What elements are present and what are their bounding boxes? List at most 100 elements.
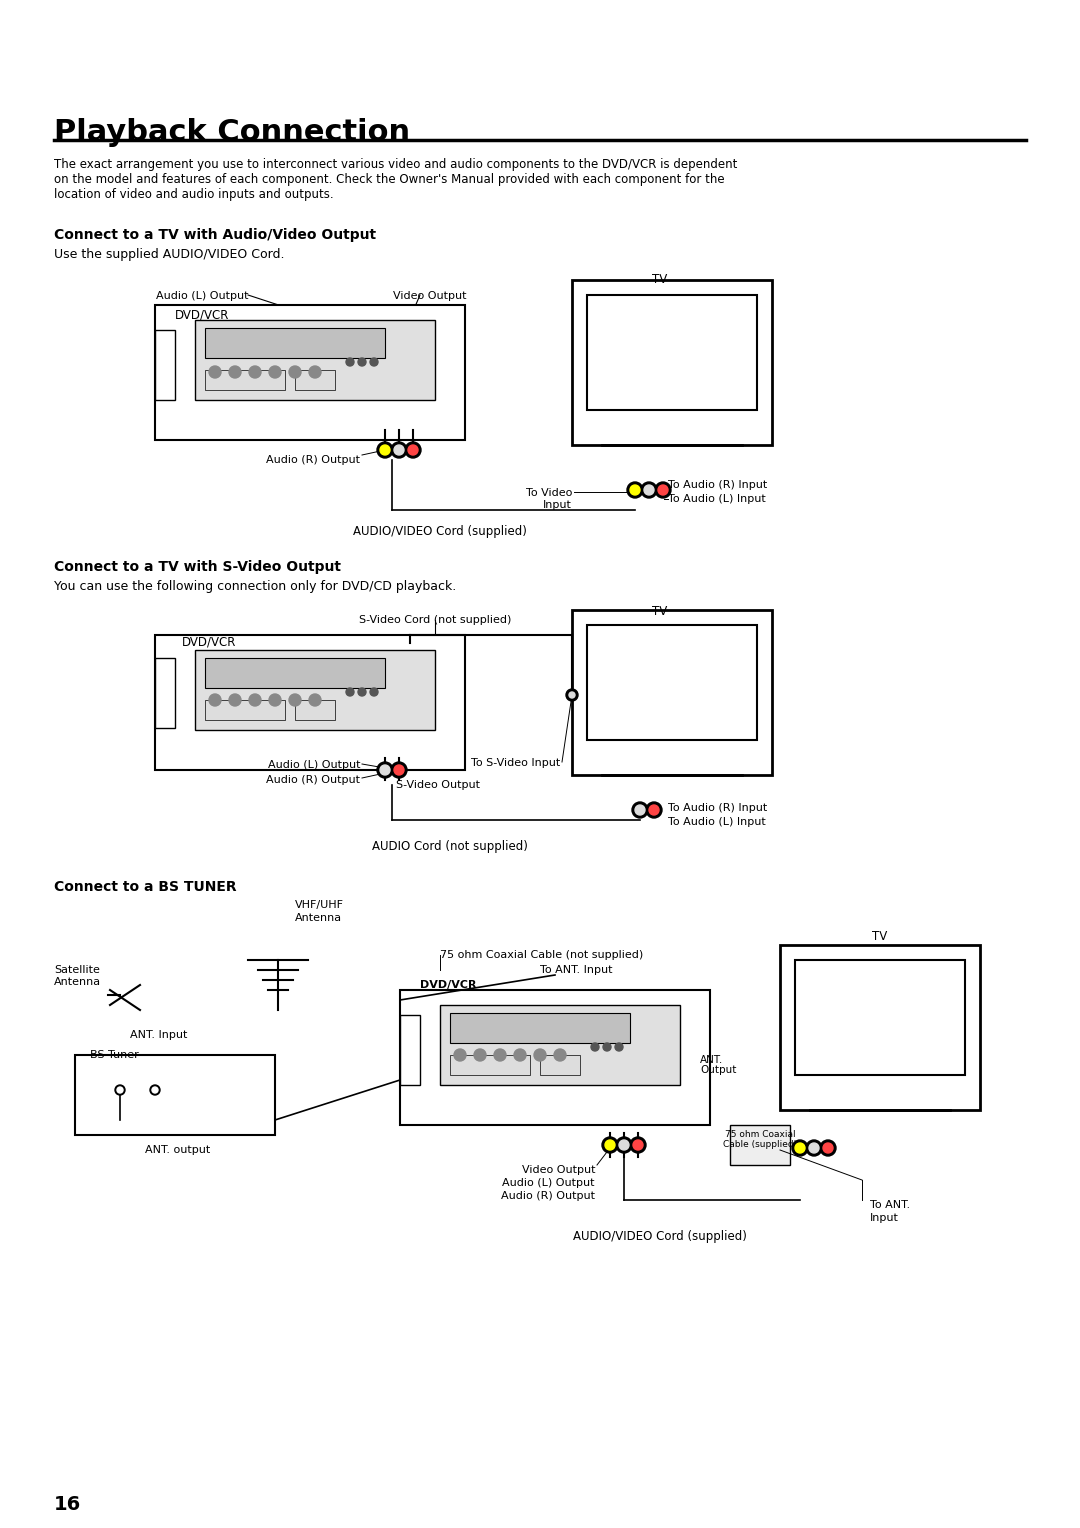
Bar [195,649,435,730]
Text: AUDIO Cord (not supplied): AUDIO Cord (not supplied) [373,840,528,853]
Circle shape [454,1050,465,1060]
Text: TV: TV [873,931,888,943]
Bar [156,330,175,400]
Circle shape [357,358,366,367]
Bar [450,1013,630,1044]
Text: ANT. output: ANT. output [146,1144,211,1155]
Bar [205,329,384,358]
Circle shape [114,1085,125,1096]
Circle shape [633,1140,643,1151]
Circle shape [806,1140,822,1157]
Text: To Audio (R) Input: To Audio (R) Input [669,804,767,813]
Circle shape [210,367,221,377]
Bar [295,700,335,720]
Circle shape [820,1140,836,1157]
Circle shape [391,442,407,458]
Circle shape [405,442,421,458]
Text: ANT. Input: ANT. Input [130,1030,187,1041]
Text: ANT.: ANT. [700,1054,724,1065]
Circle shape [394,766,404,775]
Circle shape [150,1085,160,1096]
Circle shape [795,1143,805,1154]
Circle shape [269,694,281,706]
Text: AUDIO/VIDEO Cord (supplied): AUDIO/VIDEO Cord (supplied) [573,1230,747,1242]
Circle shape [494,1050,507,1060]
Text: Use the supplied AUDIO/VIDEO Cord.: Use the supplied AUDIO/VIDEO Cord. [54,248,284,261]
Text: To Video: To Video [526,487,572,498]
Circle shape [370,688,378,695]
Text: S-Video Output: S-Video Output [396,779,480,790]
Bar [730,1125,789,1164]
Text: Video Output: Video Output [522,1164,595,1175]
Text: DVD/VCR: DVD/VCR [183,636,237,648]
Text: Audio (R) Output: Audio (R) Output [266,775,360,785]
Bar [795,960,966,1076]
Text: Cable (supplied): Cable (supplied) [723,1140,797,1149]
Bar [400,1015,420,1085]
Text: Connect to a TV with Audio/Video Output: Connect to a TV with Audio/Video Output [54,228,376,241]
Text: BS Tuner: BS Tuner [90,1050,138,1060]
Circle shape [117,1086,123,1093]
Bar [156,659,175,727]
Circle shape [229,367,241,377]
Circle shape [380,766,390,775]
Circle shape [602,1137,618,1154]
Circle shape [632,802,648,817]
Circle shape [309,694,321,706]
Circle shape [566,689,578,701]
Text: DVD/VCR: DVD/VCR [175,309,229,321]
Text: TV: TV [652,605,667,617]
Circle shape [792,1140,808,1157]
Circle shape [309,367,321,377]
Text: Audio (L) Output: Audio (L) Output [156,290,248,301]
Text: Output: Output [700,1065,737,1076]
Circle shape [630,484,640,495]
Text: Audio (R) Output: Audio (R) Output [501,1190,595,1201]
Circle shape [591,1044,599,1051]
Circle shape [408,445,418,455]
Text: To Audio (R) Input: To Audio (R) Input [669,480,767,490]
Text: S-Video Cord (not supplied): S-Video Cord (not supplied) [359,614,511,625]
Bar [156,306,465,440]
Bar [450,1054,530,1076]
Text: Connect to a TV with S-Video Output: Connect to a TV with S-Video Output [54,559,341,575]
Text: The exact arrangement you use to interconnect various video and audio components: The exact arrangement you use to interco… [54,157,738,202]
Circle shape [229,694,241,706]
Circle shape [630,1137,646,1154]
Circle shape [654,481,671,498]
Text: Antenna: Antenna [54,976,102,987]
Circle shape [635,805,645,814]
Circle shape [391,762,407,778]
Circle shape [646,802,662,817]
Text: Input: Input [870,1213,899,1222]
Text: Audio (R) Output: Audio (R) Output [266,455,360,465]
Circle shape [377,442,393,458]
Bar [540,1054,580,1076]
Bar [205,659,384,688]
Text: Playback Connection: Playback Connection [54,118,410,147]
Circle shape [249,694,261,706]
Circle shape [269,367,281,377]
Text: To ANT. Input: To ANT. Input [540,966,612,975]
Circle shape [346,358,354,367]
Bar [400,990,710,1125]
Circle shape [474,1050,486,1060]
Text: Connect to a BS TUNER: Connect to a BS TUNER [54,880,237,894]
Circle shape [534,1050,546,1060]
Bar [440,1005,680,1085]
Text: To Audio (L) Input: To Audio (L) Input [669,494,766,504]
Circle shape [289,367,301,377]
Circle shape [346,688,354,695]
Text: AUDIO/VIDEO Cord (supplied): AUDIO/VIDEO Cord (supplied) [353,526,527,538]
Circle shape [809,1143,819,1154]
Text: Audio (L) Output: Audio (L) Output [268,759,360,770]
Circle shape [649,805,659,814]
Bar [295,370,335,390]
Bar [572,280,772,445]
Bar [588,295,757,410]
Bar [205,370,285,390]
Text: VHF/UHF: VHF/UHF [295,900,345,911]
Text: 75 ohm Coaxial Cable (not supplied): 75 ohm Coaxial Cable (not supplied) [440,950,644,960]
Text: Audio (L) Output: Audio (L) Output [502,1178,595,1187]
Text: Satellite: Satellite [54,966,99,975]
